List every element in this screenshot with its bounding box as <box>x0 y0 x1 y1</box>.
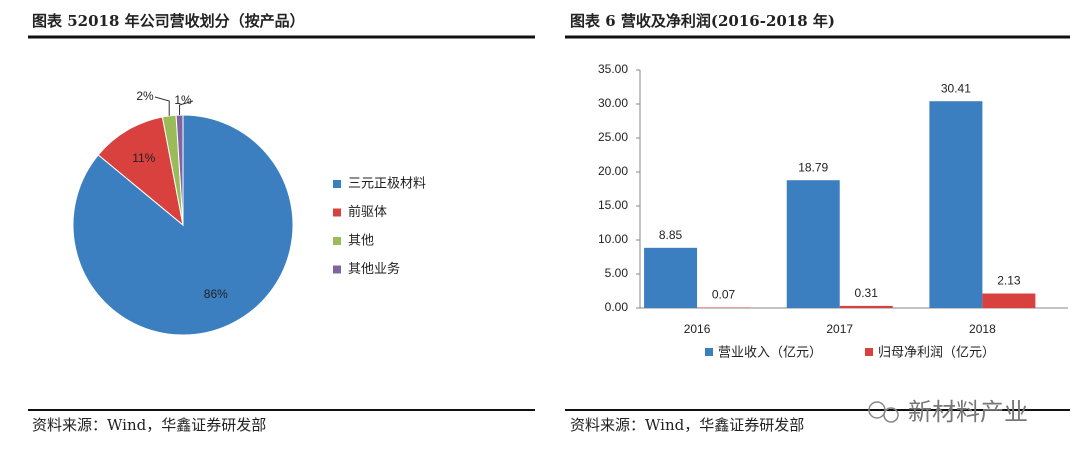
y-tick-label: 5.00 <box>605 266 629 280</box>
y-tick-label: 10.00 <box>598 232 628 246</box>
watermark-icon <box>869 402 898 422</box>
data-label: 1% <box>174 93 192 107</box>
y-tick-label: 30.00 <box>598 96 628 110</box>
legend-label: 前驱体 <box>348 204 387 220</box>
chart-title: 图表 6 营收及净利润(2016-2018 年) <box>570 12 835 30</box>
bar <box>787 180 840 308</box>
y-tick-label: 15.00 <box>598 198 628 212</box>
data-label: 0.07 <box>712 288 736 302</box>
legend-label: 营业收入（亿元） <box>718 346 822 361</box>
bar <box>644 248 697 308</box>
data-label: 11% <box>132 151 155 165</box>
source: 资料来源：Wind，华鑫证券研发部 <box>32 416 266 434</box>
legend-swatch <box>333 237 341 245</box>
chart-title: 图表 52018 年公司营收划分（按产品） <box>32 12 305 30</box>
legend-label: 其他 <box>348 234 374 249</box>
data-label: 0.31 <box>855 286 879 300</box>
data-label: 2% <box>136 89 154 103</box>
legend-swatch <box>333 209 341 217</box>
leader-line <box>155 97 169 116</box>
x-tick-label: 2017 <box>826 322 853 336</box>
legend-label: 其他业务 <box>348 261 400 277</box>
data-label: 18.79 <box>798 160 828 174</box>
y-tick-label: 20.00 <box>598 164 628 178</box>
y-tick-label: 35.00 <box>598 62 628 76</box>
legend-swatch <box>705 348 713 356</box>
data-label: 8.85 <box>659 228 683 242</box>
bar <box>929 101 982 308</box>
data-label: 30.41 <box>941 81 971 95</box>
legend-swatch <box>865 348 873 356</box>
x-tick-label: 2016 <box>684 322 711 336</box>
x-tick-label: 2018 <box>969 322 996 336</box>
watermark: 新材料产业 <box>908 398 1028 426</box>
data-label: 86% <box>204 287 228 301</box>
bar <box>840 306 893 308</box>
source: 资料来源：Wind，华鑫证券研发部 <box>570 416 804 434</box>
legend-swatch <box>333 266 341 274</box>
data-label: 2.13 <box>997 274 1021 288</box>
legend-label: 归母净利润（亿元） <box>878 346 995 361</box>
legend-swatch <box>333 180 341 188</box>
legend-label: 三元正极材料 <box>348 177 426 192</box>
y-tick-label: 0.00 <box>605 300 629 314</box>
y-tick-label: 25.00 <box>598 130 628 144</box>
bar <box>982 294 1035 308</box>
